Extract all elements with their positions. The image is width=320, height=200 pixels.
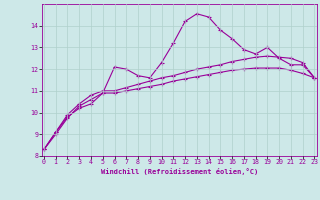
X-axis label: Windchill (Refroidissement éolien,°C): Windchill (Refroidissement éolien,°C) [100, 168, 258, 175]
